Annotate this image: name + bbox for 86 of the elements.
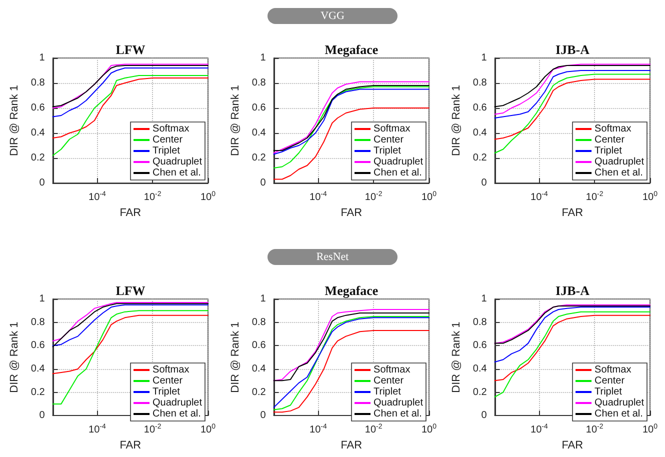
legend-label: Triplet [374, 386, 402, 398]
y-tick-label: 0.4 [472, 128, 488, 138]
legend-label: Chen et al. [594, 408, 643, 420]
y-tick-label: 1 [481, 52, 488, 64]
y-tick-label: 1 [260, 294, 266, 304]
chart-title: IJB-A [556, 42, 590, 57]
legend-label: Center [152, 376, 184, 386]
y-axis-title: DIR @ Rank 1 [450, 84, 462, 156]
y-tick-label: 1 [39, 294, 46, 304]
legend-label: Triplet [374, 146, 402, 156]
text: VGG [320, 10, 344, 22]
y-tick-label: 1 [481, 294, 488, 304]
x-axis-title: FAR [340, 440, 362, 452]
y-tick-label: 0.8 [252, 316, 266, 328]
chart-title: LFW [116, 42, 146, 57]
y-tick-label: 0.6 [472, 340, 488, 352]
y-tick-label: 0.8 [472, 316, 488, 328]
y-tick-label: 0 [481, 178, 488, 188]
legend-label: Chen et al. [152, 168, 201, 178]
legend-label: Triplet [152, 386, 180, 398]
legend-label: Quadruplet [374, 398, 424, 408]
x-axis-title: FAR [120, 440, 142, 452]
legend-label: Quadruplet [152, 156, 202, 168]
y-tick-label: 1 [39, 52, 46, 64]
y-tick-label: 0.4 [252, 128, 266, 138]
y-axis-title: DIR @ Rank 1 [8, 84, 20, 156]
y-tick-label: 0.2 [472, 386, 488, 398]
x-axis-title: FAR [120, 206, 142, 219]
y-tick-label: 0.6 [30, 340, 46, 352]
y-tick-label: 0.4 [472, 363, 488, 374]
legend-label: Chen et al. [594, 168, 643, 178]
y-tick-label: 0 [39, 178, 46, 188]
y-tick-label: 1 [260, 52, 266, 64]
legend-label: Softmax [152, 124, 190, 134]
legend-label: Center [594, 134, 626, 146]
y-tick-label: 0.8 [30, 78, 46, 88]
y-tick-label: 0.2 [30, 386, 46, 398]
legend-label: Chen et al. [374, 168, 422, 178]
x-axis-title: FAR [562, 206, 584, 219]
y-tick-label: 0.6 [472, 102, 488, 114]
y-tick-label: 0.8 [30, 316, 46, 328]
text: ResNet [316, 251, 349, 263]
y-tick-label: 0.2 [252, 386, 266, 398]
y-tick-label: 0 [481, 410, 488, 422]
legend-label: Center [374, 376, 404, 386]
chart-title: Megaface [324, 42, 378, 57]
legend-label: Triplet [594, 386, 622, 398]
legend-label: Softmax [374, 124, 410, 134]
legend-label: Center [374, 134, 404, 146]
legend-label: Softmax [594, 364, 632, 376]
legend-label: Triplet [152, 146, 180, 156]
y-axis-title: DIR @ Rank 1 [230, 84, 242, 156]
legend-label: Quadruplet [594, 398, 644, 408]
legend-label: Center [152, 134, 184, 146]
legend-label: Chen et al. [152, 408, 201, 420]
y-axis-title: DIR @ Rank 1 [230, 322, 242, 393]
y-tick-label: 0.4 [252, 363, 266, 374]
y-tick-label: 0 [260, 410, 266, 422]
legend-label: Center [594, 376, 626, 386]
legend-label: Quadruplet [374, 156, 424, 168]
legend-label: Quadruplet [594, 156, 644, 168]
chart-title: IJB-A [556, 283, 590, 298]
y-tick-label: 0 [39, 410, 46, 422]
x-axis-title: FAR [340, 206, 362, 219]
legend-label: Triplet [594, 146, 622, 156]
y-tick-label: 0.2 [252, 152, 266, 164]
legend-label: Quadruplet [152, 398, 202, 408]
chart-title: Megaface [324, 283, 378, 298]
y-tick-label: 0.6 [30, 102, 46, 114]
y-tick-label: 0.6 [252, 340, 266, 352]
legend-label: Softmax [152, 364, 190, 376]
y-tick-label: 0 [260, 178, 266, 188]
chart-title: LFW [116, 283, 146, 298]
legend-label: Softmax [374, 364, 410, 376]
y-tick-label: 0.4 [30, 128, 46, 138]
x-axis-title: FAR [562, 440, 584, 452]
y-tick-label: 0.8 [472, 78, 488, 88]
y-tick-label: 0.6 [252, 102, 266, 114]
y-tick-label: 0.4 [30, 363, 46, 374]
y-tick-label: 0.2 [30, 152, 46, 164]
y-axis-title: DIR @ Rank 1 [450, 322, 462, 393]
legend-label: Chen et al. [374, 408, 422, 420]
y-tick-label: 0.8 [252, 78, 266, 88]
y-tick-label: 0.2 [472, 152, 488, 164]
y-axis-title: DIR @ Rank 1 [8, 322, 20, 393]
legend-label: Softmax [594, 124, 632, 134]
